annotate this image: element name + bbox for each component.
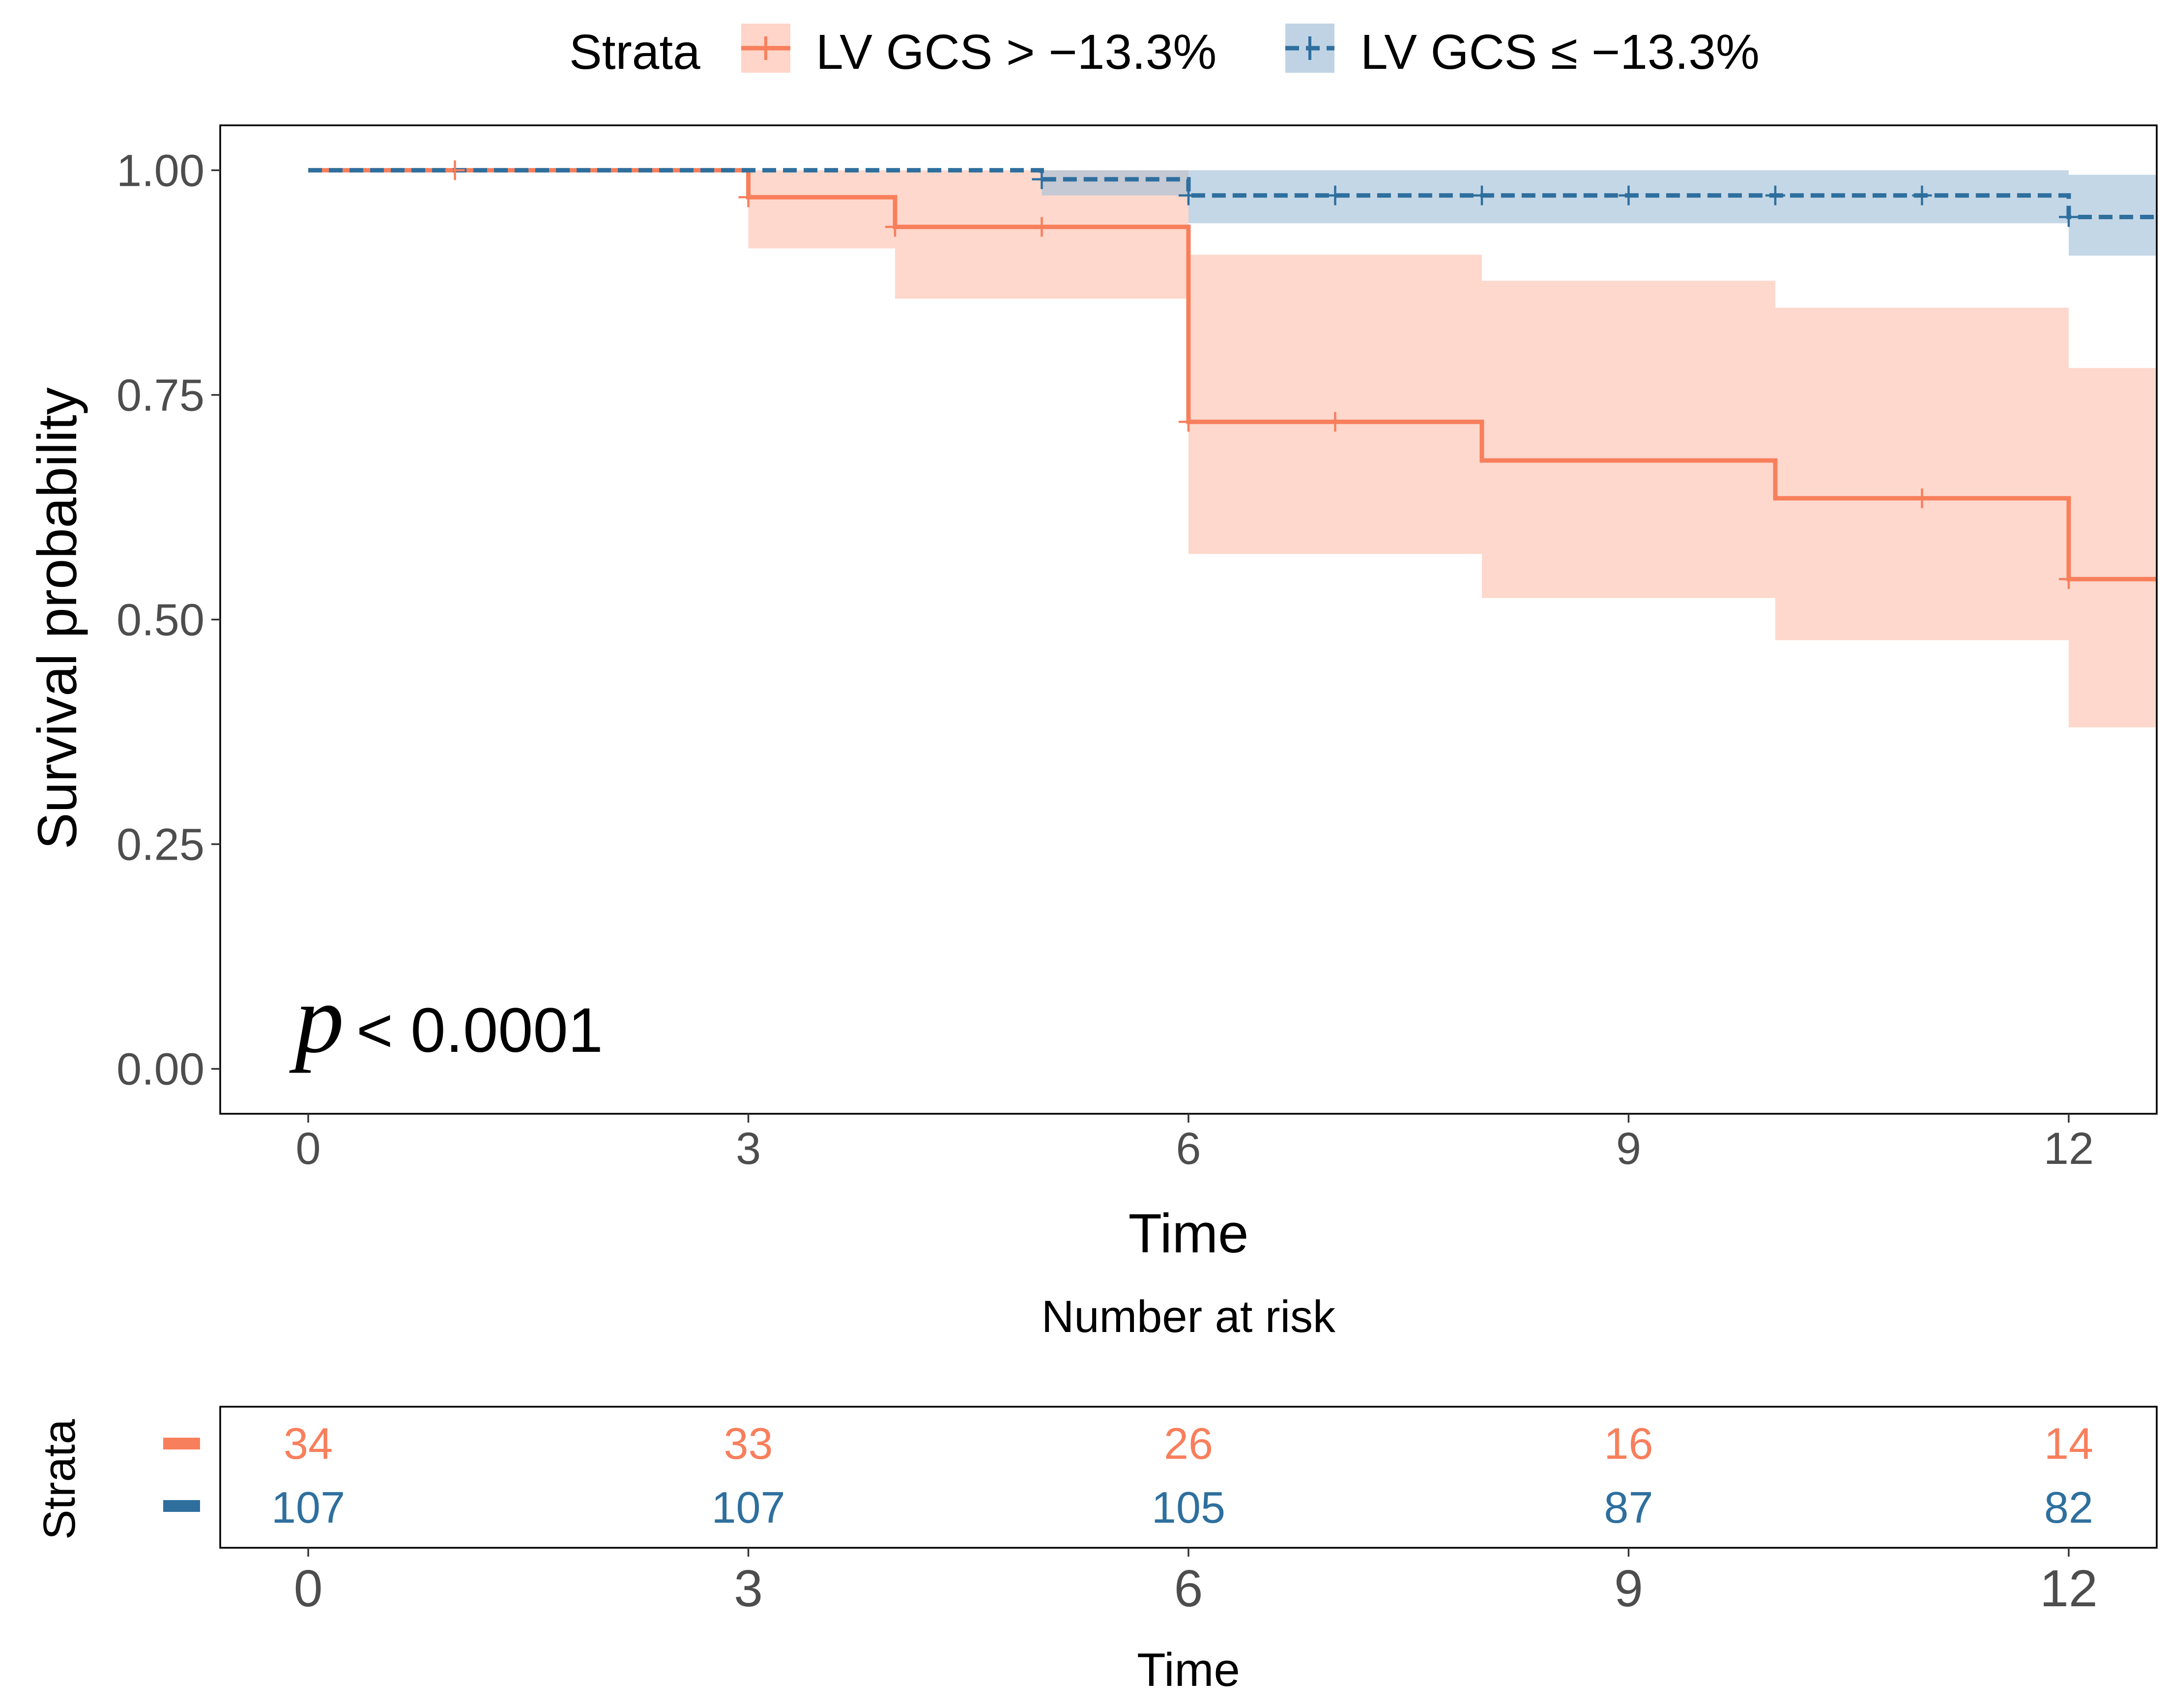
confidence-bands	[748, 170, 2157, 727]
censor-marks	[445, 160, 2079, 589]
risk-value-low-t0: 107	[271, 1483, 345, 1533]
ci-band-segment-1-1	[1042, 170, 1188, 196]
risk-x-tick-label: 6	[1174, 1560, 1203, 1618]
censor-mark-1-2	[1325, 185, 1345, 205]
censor-mark-1-0	[1032, 169, 1052, 189]
risk-table-x-title: Time	[1137, 1644, 1240, 1696]
risk-x-tick-label: 0	[294, 1560, 323, 1618]
risk-values: 34 33 26 16 14 107 107 105 87 82	[271, 1419, 2093, 1533]
risk-value-low-t3: 107	[711, 1483, 785, 1533]
risk-x-axis: 0 3 6 9 12	[294, 1548, 2098, 1618]
risk-row-key-high	[163, 1438, 200, 1449]
censor-mark-0-7	[2058, 569, 2079, 589]
y-tick-label: 0.75	[116, 370, 204, 420]
risk-value-high-t3: 33	[723, 1419, 773, 1469]
legend-title: Strata	[569, 25, 700, 80]
x-tick-label: 3	[736, 1124, 761, 1174]
risk-table-title: Number at risk	[1042, 1292, 1336, 1342]
censor-mark-1-3	[1472, 185, 1492, 205]
risk-value-low-t12: 82	[2044, 1483, 2093, 1533]
p-value-symbol: p	[289, 965, 344, 1073]
risk-row-key-low	[163, 1500, 200, 1512]
risk-value-high-t6: 26	[1164, 1419, 1213, 1469]
censor-mark-0-5	[1325, 412, 1345, 432]
y-tick-label: 0.25	[116, 820, 204, 870]
ci-band-segment-0-1	[748, 170, 896, 249]
risk-value-high-t9: 16	[1604, 1419, 1653, 1469]
y-axis-title: Survival probability	[27, 387, 88, 849]
x-tick-label: 12	[2044, 1124, 2094, 1174]
risk-value-low-t9: 87	[1604, 1483, 1653, 1533]
censor-mark-0-4	[1179, 412, 1198, 432]
risk-value-low-t6: 105	[1152, 1483, 1225, 1533]
censor-mark-1-4	[1619, 185, 1639, 205]
ci-band-segment-0-3	[1188, 255, 1482, 554]
y-axis: 0.00 0.25 0.50 0.75 1.00	[116, 145, 220, 1095]
risk-x-tick-label: 3	[734, 1560, 763, 1618]
risk-table: Number at risk Strata 34 33 26 16 14 107 107 10…	[34, 1292, 2158, 1696]
legend-label-high: LV GCS > −13.3%	[816, 25, 1216, 80]
x-tick-label: 0	[296, 1124, 321, 1174]
x-axis-title: Time	[1128, 1203, 1249, 1264]
censor-mark-1-7	[2058, 207, 2079, 227]
y-tick-label: 0.50	[116, 595, 204, 645]
ci-band-segment-0-6	[2068, 368, 2157, 727]
risk-x-tick-label: 12	[2040, 1560, 2098, 1618]
censor-mark-0-0	[445, 160, 465, 180]
ci-band-segment-0-5	[1775, 308, 2069, 640]
censor-mark-1-5	[1765, 185, 1785, 205]
x-tick-label: 9	[1616, 1124, 1641, 1174]
risk-value-high-t0: 34	[284, 1419, 333, 1469]
censor-mark-1-6	[1912, 185, 1932, 205]
legend: Strata LV GCS > −13.3% LV GCS ≤ −13.3%	[569, 24, 1760, 80]
censor-mark-0-3	[1032, 217, 1052, 237]
risk-x-tick-label: 9	[1614, 1560, 1643, 1618]
y-tick-label: 1.00	[116, 145, 204, 196]
x-tick-label: 6	[1176, 1124, 1201, 1174]
censor-mark-1-1	[1179, 185, 1198, 205]
legend-label-low: LV GCS ≤ −13.3%	[1360, 25, 1760, 80]
y-tick-label: 0.00	[116, 1044, 204, 1095]
km-plot: 0.00 0.25 0.50 0.75 1.00 0 3 6 9 12 Survival pro…	[27, 124, 2158, 1264]
censor-mark-0-2	[885, 217, 905, 237]
legend-key-high	[741, 24, 790, 73]
risk-table-y-title: Strata	[34, 1419, 85, 1539]
p-value-annotation: p < 0.0001	[289, 965, 603, 1073]
censor-mark-0-6	[1912, 488, 1932, 508]
x-axis: 0 3 6 9 12	[296, 1114, 2094, 1174]
ci-band-segment-0-4	[1481, 281, 1775, 598]
risk-value-high-t12: 14	[2044, 1419, 2093, 1469]
legend-key-low	[1285, 24, 1334, 73]
censor-mark-0-1	[738, 187, 758, 207]
p-value-text: < 0.0001	[356, 995, 603, 1066]
